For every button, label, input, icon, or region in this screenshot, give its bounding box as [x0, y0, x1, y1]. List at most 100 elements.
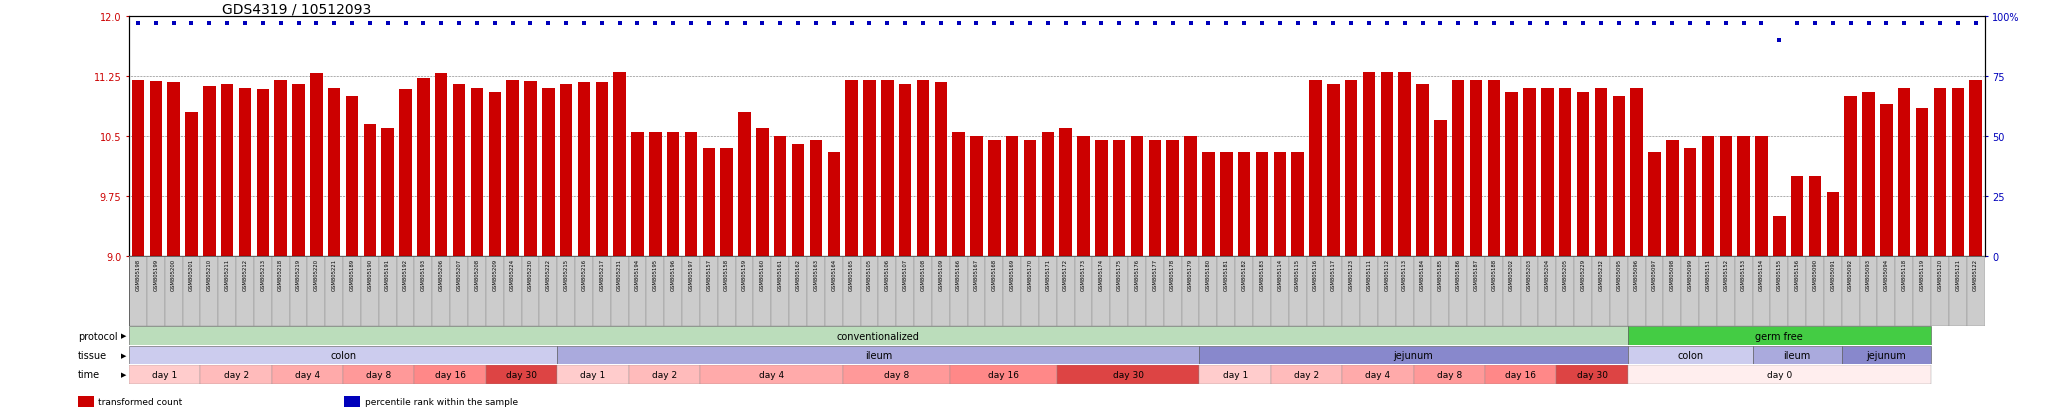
Point [979, 20, 1012, 27]
Point [1192, 20, 1225, 27]
Bar [1845, 96, 1858, 256]
Text: ▶: ▶ [121, 333, 127, 339]
Bar [879, 256, 897, 326]
Text: GSM805166: GSM805166 [956, 258, 961, 290]
Bar [1059, 128, 1071, 256]
Bar [985, 256, 1004, 326]
Bar [1542, 88, 1554, 256]
Point [711, 20, 743, 27]
Bar [1112, 140, 1126, 256]
Point [942, 20, 975, 27]
Bar [414, 366, 485, 384]
Point [817, 20, 850, 27]
Bar [1006, 136, 1018, 256]
Text: GSM805172: GSM805172 [1063, 258, 1069, 290]
Bar [131, 81, 143, 256]
Bar [274, 81, 287, 256]
Text: percentile rank within the sample: percentile rank within the sample [365, 397, 518, 406]
Point [586, 20, 618, 27]
Bar [1274, 152, 1286, 256]
Bar [506, 81, 518, 256]
Bar [1309, 81, 1321, 256]
Text: GSM805220: GSM805220 [313, 258, 319, 290]
Bar [1841, 256, 1860, 326]
Bar [471, 88, 483, 256]
Point [854, 20, 887, 27]
Bar [793, 144, 805, 256]
Bar [1913, 256, 1931, 326]
Point [1782, 20, 1815, 27]
Point [1210, 20, 1243, 27]
Text: GSM805190: GSM805190 [367, 258, 373, 290]
Point [1067, 20, 1100, 27]
Bar [1397, 256, 1413, 326]
Text: GSM805111: GSM805111 [1366, 258, 1372, 290]
Bar [1610, 256, 1628, 326]
Bar [240, 88, 252, 256]
Text: day 8: day 8 [367, 370, 391, 379]
Text: GSM805174: GSM805174 [1100, 258, 1104, 290]
Point [229, 20, 262, 27]
Text: GSM805107: GSM805107 [903, 258, 907, 290]
Bar [168, 83, 180, 256]
Text: GSM805163: GSM805163 [813, 258, 819, 290]
Point [1888, 20, 1921, 27]
Bar [309, 74, 324, 256]
Bar [649, 132, 662, 256]
Text: GSM805230: GSM805230 [528, 258, 532, 290]
Point [1851, 20, 1884, 27]
Point [782, 20, 815, 27]
Bar [735, 256, 754, 326]
Text: GSM805177: GSM805177 [1153, 258, 1157, 290]
Bar [397, 256, 414, 326]
Bar [418, 79, 430, 256]
Bar [1450, 256, 1466, 326]
Bar [862, 81, 877, 256]
Bar [1380, 72, 1393, 256]
Text: GSM805215: GSM805215 [563, 258, 569, 290]
Point [1495, 20, 1528, 27]
Bar [1612, 96, 1624, 256]
Bar [399, 90, 412, 256]
Bar [1774, 216, 1786, 256]
Bar [1755, 136, 1767, 256]
Text: GSM805116: GSM805116 [1313, 258, 1319, 290]
Point [1407, 20, 1440, 27]
Text: time: time [78, 370, 100, 380]
Text: GSM805099: GSM805099 [1688, 258, 1692, 290]
Text: day 8: day 8 [1436, 370, 1462, 379]
Text: GSM805112: GSM805112 [1384, 258, 1389, 290]
Bar [899, 84, 911, 256]
Text: GSM805096: GSM805096 [1634, 258, 1638, 290]
Point [1282, 20, 1315, 27]
Text: conventionalized: conventionalized [838, 331, 920, 341]
Point [1049, 20, 1081, 27]
Bar [1024, 140, 1036, 256]
Bar [1341, 366, 1413, 384]
Point [549, 20, 582, 27]
Point [1227, 20, 1260, 27]
Text: ▶: ▶ [121, 372, 127, 377]
Bar [1163, 256, 1182, 326]
Text: GSM805209: GSM805209 [492, 258, 498, 290]
Point [1942, 20, 1974, 27]
Text: GSM805178: GSM805178 [1169, 258, 1176, 290]
Bar [1716, 256, 1735, 326]
Point [836, 20, 868, 27]
Text: GSM805118: GSM805118 [1903, 258, 1907, 290]
Bar [346, 96, 358, 256]
Bar [1346, 81, 1358, 256]
Bar [379, 256, 397, 326]
Bar [1452, 81, 1464, 256]
Text: GSM805211: GSM805211 [225, 258, 229, 290]
Bar [1221, 152, 1233, 256]
Text: transformed count: transformed count [98, 397, 182, 406]
Bar [1880, 104, 1892, 256]
Bar [1645, 256, 1663, 326]
Text: GSM805105: GSM805105 [866, 258, 872, 290]
Bar [1378, 256, 1397, 326]
Point [1567, 20, 1599, 27]
Bar [1966, 256, 1985, 326]
Bar [629, 256, 647, 326]
Bar [129, 346, 557, 364]
